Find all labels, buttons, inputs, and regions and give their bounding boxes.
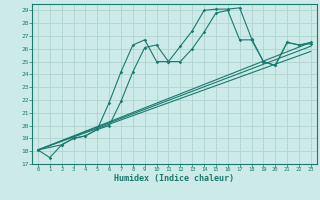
- X-axis label: Humidex (Indice chaleur): Humidex (Indice chaleur): [115, 174, 234, 183]
